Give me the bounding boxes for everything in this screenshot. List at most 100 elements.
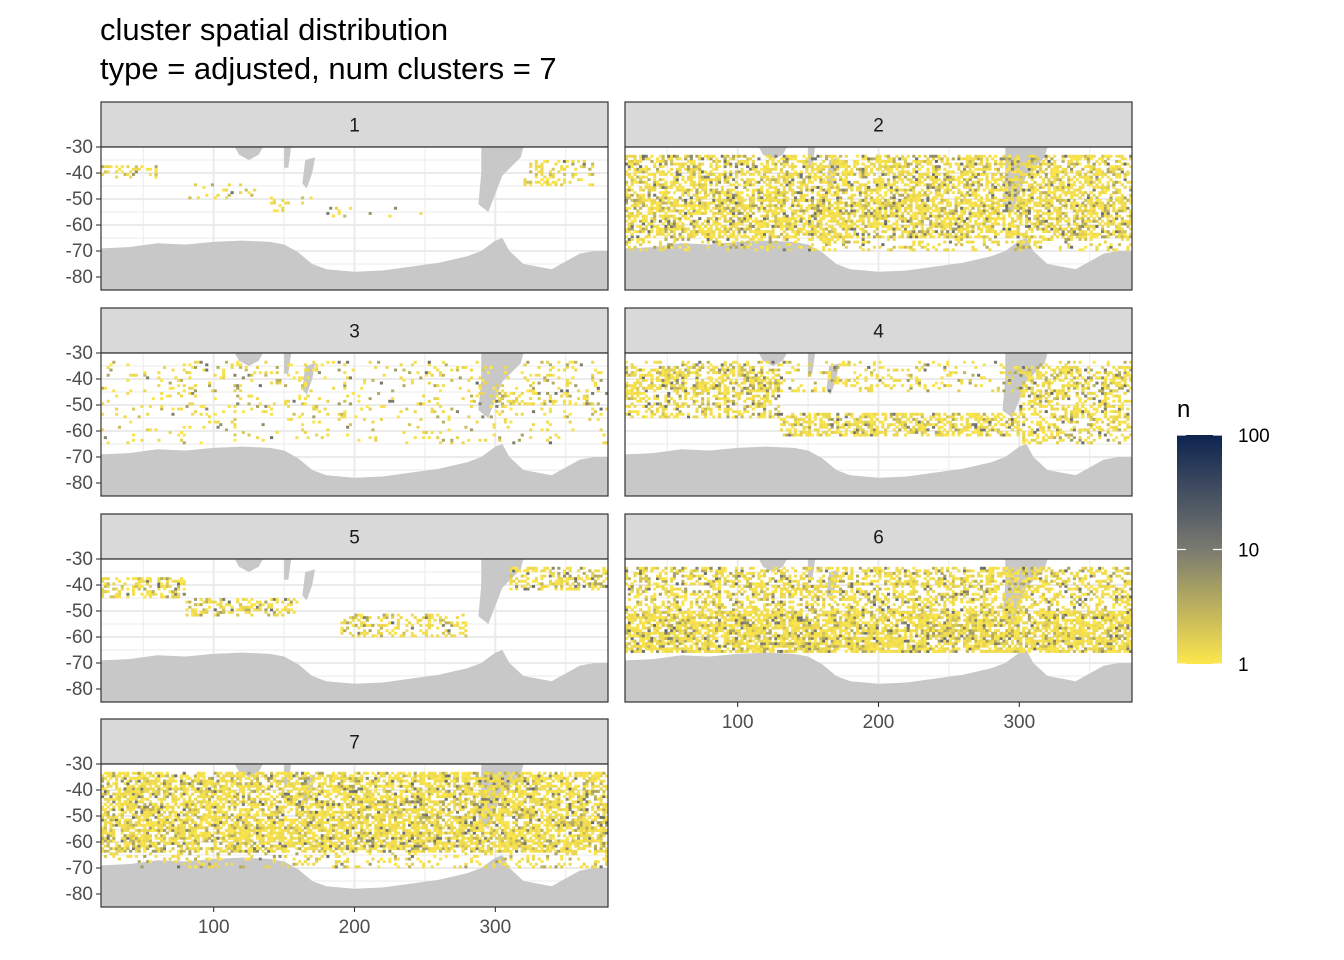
data-tile <box>912 188 916 192</box>
data-tile <box>886 154 891 158</box>
data-tile <box>571 173 575 176</box>
data-tile <box>1058 248 1062 252</box>
data-tile <box>774 196 778 200</box>
data-tile <box>720 154 724 158</box>
data-tile <box>833 167 837 171</box>
data-tile <box>717 392 722 395</box>
data-tile <box>723 206 727 210</box>
data-tile <box>701 188 705 192</box>
data-tile <box>847 225 851 228</box>
data-tile <box>1072 227 1076 231</box>
data-tile <box>484 366 488 369</box>
data-tile <box>546 180 550 184</box>
data-tile <box>222 373 226 377</box>
data-tile <box>636 214 640 218</box>
data-tile <box>450 407 454 411</box>
data-tile <box>892 222 896 226</box>
data-tile <box>977 188 981 192</box>
data-tile <box>1044 227 1048 231</box>
data-tile <box>531 386 536 390</box>
data-tile <box>1120 196 1124 200</box>
data-tile <box>788 183 792 187</box>
data-tile <box>633 178 637 182</box>
data-tile <box>768 196 772 200</box>
data-tile <box>1019 180 1023 184</box>
data-tile <box>1098 222 1102 226</box>
data-tile <box>1075 204 1079 208</box>
data-tile <box>1061 232 1065 236</box>
data-tile <box>946 178 950 182</box>
data-tile <box>799 206 803 210</box>
data-tile <box>117 167 122 171</box>
data-tile <box>757 209 761 213</box>
antarctica-land <box>625 444 1132 496</box>
data-tile <box>424 373 429 377</box>
data-tile <box>286 405 291 408</box>
data-tile <box>1086 170 1091 174</box>
data-tile <box>686 204 691 208</box>
data-tile <box>1050 235 1054 239</box>
data-tile <box>439 371 443 375</box>
data-tile <box>993 167 998 171</box>
data-tile <box>1005 191 1009 195</box>
data-tile <box>746 170 750 174</box>
data-tile <box>684 386 688 390</box>
data-tile <box>315 433 319 437</box>
data-tile <box>1008 162 1012 166</box>
data-tile <box>1078 196 1082 200</box>
data-tile <box>892 214 896 218</box>
data-tile <box>484 438 488 442</box>
data-tile <box>940 219 944 223</box>
data-tile <box>743 183 747 187</box>
data-tile <box>751 167 755 171</box>
data-tile <box>909 204 913 208</box>
data-tile <box>841 217 845 221</box>
data-tile <box>850 183 854 187</box>
data-tile <box>923 204 927 208</box>
data-tile <box>810 204 815 208</box>
data-tile <box>106 366 110 369</box>
data-tile <box>129 389 133 393</box>
data-tile <box>1098 186 1102 189</box>
data-tile <box>909 209 913 213</box>
data-tile <box>419 402 423 406</box>
data-tile <box>101 165 105 169</box>
data-tile <box>627 245 631 249</box>
data-tile <box>827 243 831 247</box>
data-tile <box>723 407 727 411</box>
data-tile <box>839 225 843 228</box>
data-tile <box>822 165 826 169</box>
data-tile <box>655 227 660 231</box>
data-tile <box>565 384 569 388</box>
data-tile <box>850 222 854 226</box>
data-tile <box>844 212 848 215</box>
data-tile <box>655 402 660 406</box>
data-tile <box>743 160 747 163</box>
data-tile <box>985 235 989 239</box>
data-tile <box>101 386 105 390</box>
data-tile <box>726 399 730 403</box>
data-tile <box>760 178 764 182</box>
data-tile <box>968 201 972 205</box>
data-tile <box>794 209 798 213</box>
data-tile <box>1084 191 1088 195</box>
data-tile <box>1089 235 1093 239</box>
data-tile <box>991 204 995 208</box>
data-tile <box>486 371 490 375</box>
data-tile <box>348 376 352 380</box>
data-tile <box>1067 191 1071 195</box>
data-tile <box>799 173 803 176</box>
data-tile <box>703 219 707 223</box>
data-tile <box>999 204 1003 208</box>
data-tile <box>625 170 629 174</box>
data-tile <box>985 165 989 169</box>
data-tile <box>791 188 795 192</box>
data-tile <box>1106 209 1110 213</box>
data-tile <box>427 381 431 385</box>
data-tile <box>729 193 733 197</box>
data-tile <box>692 235 696 239</box>
data-tile <box>1106 248 1110 252</box>
data-tile <box>901 219 905 223</box>
data-tile <box>946 170 950 174</box>
data-tile <box>1044 167 1048 171</box>
